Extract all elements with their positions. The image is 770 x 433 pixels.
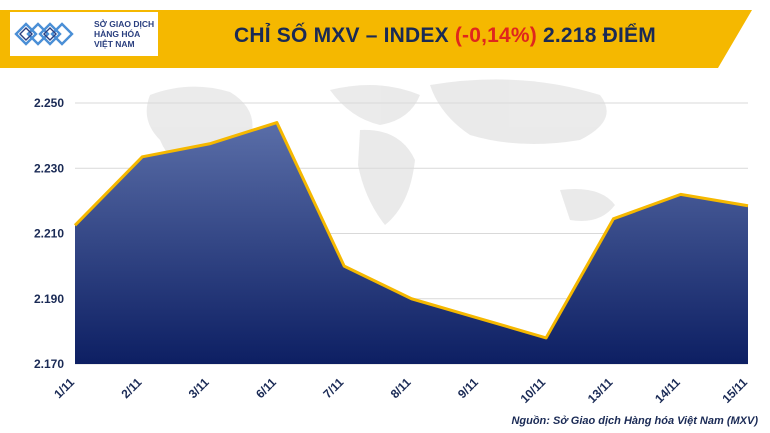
x-tick-label: 2/11 (118, 375, 144, 401)
x-tick-label: 6/11 (253, 375, 279, 401)
x-tick-label: 13/11 (585, 375, 616, 406)
x-tick-label: 7/11 (320, 375, 346, 401)
title-banner (0, 10, 752, 68)
x-tick-label: 10/11 (518, 375, 549, 406)
area-fill (75, 122, 748, 364)
source-note: Nguồn: Sở Giao dịch Hàng hóa Việt Nam (M… (511, 415, 758, 427)
title-prefix: CHỈ SỐ MXV – INDEX (234, 24, 455, 47)
logo-line-3: VIỆT NAM (94, 39, 135, 49)
x-tick-label: 9/11 (455, 375, 481, 401)
y-tick-label: 2.170 (34, 357, 64, 371)
logo-icon (10, 12, 90, 56)
logo-text: SỞ GIAO DỊCH HÀNG HÓA VIỆT NAM (94, 19, 154, 49)
y-tick-label: 2.210 (34, 227, 64, 241)
chart-title: CHỈ SỐ MXV – INDEX (-0,14%) 2.218 ĐIỂM (234, 24, 656, 48)
logo-line-2: HÀNG HÓA (94, 29, 141, 39)
logo: SỞ GIAO DỊCH HÀNG HÓA VIỆT NAM (10, 12, 158, 56)
x-tick-label: 8/11 (388, 375, 414, 401)
y-tick-label: 2.230 (34, 161, 64, 175)
y-tick-label: 2.250 (34, 96, 64, 110)
x-tick-label: 14/11 (652, 375, 683, 406)
x-axis-ticks: 1/11 2/11 3/11 6/11 7/11 8/11 9/11 10/11 13/11 14… (51, 375, 750, 406)
logo-line-1: SỞ GIAO DỊCH (94, 19, 155, 29)
series-line (73, 121, 749, 340)
y-axis-ticks: 2.170 2.190 2.210 2.230 2.250 (34, 96, 64, 371)
y-tick-label: 2.190 (34, 292, 64, 306)
title-suffix: 2.218 ĐIỂM (536, 24, 656, 47)
x-tick-label: 1/11 (51, 375, 77, 401)
title-change: (-0,14%) (454, 24, 537, 47)
x-tick-label: 15/11 (719, 375, 750, 406)
x-tick-label: 3/11 (186, 375, 212, 401)
